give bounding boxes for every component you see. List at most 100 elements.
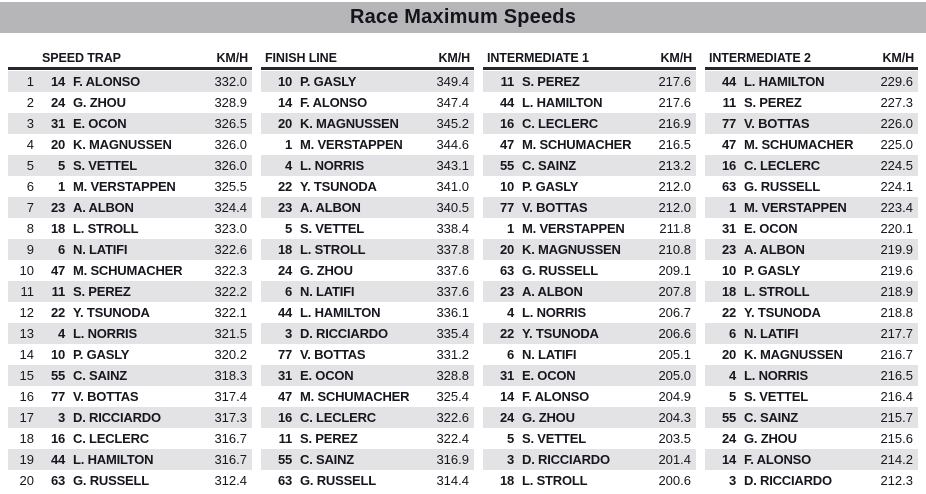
position-cell: 8: [26, 221, 34, 236]
driver-name-cell: G. ZHOU: [744, 431, 797, 446]
table-row: 6 N. LATIFI 337.6: [261, 281, 474, 302]
driver-name-cell: A. ALBON: [73, 200, 134, 215]
table-row: 20 K. MAGNUSSEN 216.7: [705, 344, 918, 365]
driver-name-cell: D. RICCIARDO: [522, 452, 610, 467]
table-row: 55 C. SAINZ 213.2: [483, 155, 696, 176]
car-number-cell: 1: [57, 179, 65, 194]
column-label: FINISH LINE: [265, 51, 337, 65]
speed-value-cell: 336.1: [436, 305, 469, 320]
speed-value-cell: 326.0: [214, 137, 247, 152]
car-number-cell: 18: [721, 284, 736, 299]
table-row: 3 D. RICCIARDO 201.4: [483, 449, 696, 470]
speed-value-cell: 224.1: [880, 179, 913, 194]
car-number-cell: 14: [721, 452, 736, 467]
car-number-cell: 22: [50, 305, 65, 320]
car-number-cell: 18: [50, 221, 65, 236]
speed-value-cell: 215.7: [880, 410, 913, 425]
car-number-cell: 63: [50, 473, 65, 488]
speed-value-cell: 229.6: [880, 74, 913, 89]
driver-name-cell: M. VERSTAPPEN: [522, 221, 625, 236]
car-number-cell: 1: [284, 137, 292, 152]
driver-name-cell: N. LATIFI: [73, 242, 128, 257]
speed-value-cell: 227.3: [880, 95, 913, 110]
car-number-cell: 6: [506, 347, 514, 362]
car-number-cell: 22: [277, 179, 292, 194]
driver-name-cell: L. HAMILTON: [522, 95, 603, 110]
table-row: 63 G. RUSSELL 314.4: [261, 470, 474, 491]
driver-name-cell: L. STROLL: [300, 242, 366, 257]
driver-name-cell: C. SAINZ: [744, 410, 799, 425]
driver-name-cell: C. LECLERC: [73, 431, 150, 446]
driver-name-cell: K. MAGNUSSEN: [300, 116, 399, 131]
table-row: 11 S. PEREZ 322.4: [261, 428, 474, 449]
speed-value-cell: 324.4: [214, 200, 247, 215]
table-row: 44 L. HAMILTON 229.6: [705, 71, 918, 92]
driver-name-cell: M. SCHUMACHER: [300, 389, 410, 404]
car-number-cell: 77: [50, 389, 65, 404]
speed-value-cell: 216.4: [880, 389, 913, 404]
car-number-cell: 5: [284, 221, 292, 236]
position-cell: 12: [19, 305, 34, 320]
speed-value-cell: 328.9: [214, 95, 247, 110]
unit-label: KM/H: [660, 51, 692, 65]
driver-name-cell: S. VETTEL: [300, 221, 364, 236]
table-row: 3 D. RICCIARDO 212.3: [705, 470, 918, 491]
driver-name-cell: P. GASLY: [300, 74, 357, 89]
table-row: 44 L. HAMILTON 217.6: [483, 92, 696, 113]
car-number-cell: 4: [728, 368, 736, 383]
driver-name-cell: C. SAINZ: [73, 368, 128, 383]
table-row: 16 C. LECLERC 216.9: [483, 113, 696, 134]
table-row: 3 D. RICCIARDO 335.4: [261, 323, 474, 344]
speed-tables: SPEED TRAP KM/H 1 14 F. ALONSO 332.0 2 24 G. Z…: [0, 33, 926, 491]
driver-name-cell: S. VETTEL: [744, 389, 808, 404]
car-number-cell: 22: [499, 326, 514, 341]
table-row: 17 3 D. RICCIARDO 317.3: [8, 407, 252, 428]
speed-value-cell: 201.4: [658, 452, 691, 467]
table-row: 47 M. SCHUMACHER 225.0: [705, 134, 918, 155]
table-row: 11 11 S. PEREZ 322.2: [8, 281, 252, 302]
position-cell: 6: [26, 179, 34, 194]
car-number-cell: 1: [506, 221, 514, 236]
speed-trap-table: SPEED TRAP KM/H 1 14 F. ALONSO 332.0 2 24 G. Z…: [8, 47, 252, 491]
car-number-cell: 31: [721, 221, 736, 236]
driver-name-cell: A. ALBON: [300, 200, 361, 215]
driver-name-cell: S. PEREZ: [522, 74, 580, 89]
speed-value-cell: 322.4: [436, 431, 469, 446]
car-number-cell: 44: [499, 95, 514, 110]
speed-value-cell: 317.4: [214, 389, 247, 404]
position-cell: 11: [20, 284, 35, 299]
table-row: 77 V. BOTTAS 212.0: [483, 197, 696, 218]
speed-value-cell: 317.3: [214, 410, 247, 425]
car-number-cell: 14: [277, 95, 292, 110]
speed-value-cell: 338.4: [436, 221, 469, 236]
speed-value-cell: 326.5: [214, 116, 247, 131]
driver-name-cell: G. ZHOU: [73, 95, 126, 110]
driver-name-cell: G. RUSSELL: [522, 263, 599, 278]
driver-name-cell: M. SCHUMACHER: [73, 263, 183, 278]
car-number-cell: 3: [284, 326, 292, 341]
speed-value-cell: 341.0: [436, 179, 469, 194]
car-number-cell: 16: [499, 116, 514, 131]
car-number-cell: 24: [277, 263, 292, 278]
car-number-cell: 63: [721, 179, 736, 194]
driver-name-cell: F. ALONSO: [73, 74, 141, 89]
car-number-cell: 23: [499, 284, 514, 299]
header-rule: [483, 67, 696, 70]
table-row: 5 S. VETTEL 216.4: [705, 386, 918, 407]
table-row: 4 L. NORRIS 206.7: [483, 302, 696, 323]
car-number-cell: 23: [50, 200, 65, 215]
driver-name-cell: A. ALBON: [744, 242, 805, 257]
speed-value-cell: 312.4: [214, 473, 247, 488]
intermediate-2-table: INTERMEDIATE 2 KM/H 44 L. HAMILTON 229.6 11…: [705, 47, 918, 491]
table-row: 18 L. STROLL 218.9: [705, 281, 918, 302]
speed-value-cell: 347.4: [436, 95, 469, 110]
speed-value-cell: 318.3: [214, 368, 247, 383]
table-row: 4 L. NORRIS 216.5: [705, 365, 918, 386]
driver-name-cell: G. ZHOU: [522, 410, 575, 425]
speed-value-cell: 212.0: [658, 179, 691, 194]
table-row: 47 M. SCHUMACHER 216.5: [483, 134, 696, 155]
driver-name-cell: L. NORRIS: [300, 158, 364, 173]
table-row: 77 V. BOTTAS 226.0: [705, 113, 918, 134]
driver-name-cell: V. BOTTAS: [300, 347, 366, 362]
car-number-cell: 3: [728, 473, 736, 488]
